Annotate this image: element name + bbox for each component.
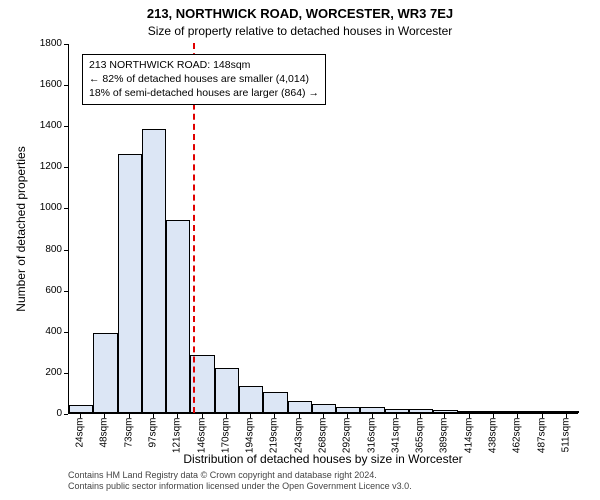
annotation-line: 213 NORTHWICK ROAD: 148sqm bbox=[89, 58, 319, 72]
footer-attribution: Contains HM Land Registry data © Crown c… bbox=[68, 470, 578, 493]
histogram-bar bbox=[288, 401, 312, 413]
y-tick-mark bbox=[64, 332, 68, 333]
annotation-line: ← 82% of detached houses are smaller (4,… bbox=[89, 72, 319, 86]
y-tick-mark bbox=[64, 373, 68, 374]
y-tick-label: 400 bbox=[26, 326, 62, 337]
histogram-bar bbox=[360, 407, 384, 413]
y-tick-mark bbox=[64, 85, 68, 86]
histogram-bar bbox=[312, 404, 336, 413]
histogram-bar bbox=[239, 386, 263, 413]
histogram-bar bbox=[482, 411, 506, 413]
histogram-bar bbox=[118, 154, 142, 413]
y-tick-label: 1600 bbox=[26, 79, 62, 90]
y-tick-mark bbox=[64, 208, 68, 209]
y-tick-mark bbox=[64, 414, 68, 415]
chart-container: 213, NORTHWICK ROAD, WORCESTER, WR3 7EJ … bbox=[0, 0, 600, 500]
y-tick-label: 200 bbox=[26, 367, 62, 378]
y-tick-mark bbox=[64, 44, 68, 45]
histogram-bar bbox=[69, 405, 93, 413]
histogram-bar bbox=[336, 407, 360, 413]
y-tick-label: 1200 bbox=[26, 161, 62, 172]
histogram-bar bbox=[458, 411, 482, 413]
histogram-bar bbox=[142, 129, 166, 413]
footer-line-2: Contains public sector information licen… bbox=[68, 481, 578, 492]
histogram-bar bbox=[263, 392, 287, 413]
annotation-line: 18% of semi-detached houses are larger (… bbox=[89, 86, 319, 100]
y-tick-label: 1800 bbox=[26, 38, 62, 49]
x-axis-label: Distribution of detached houses by size … bbox=[68, 452, 578, 466]
histogram-bar bbox=[506, 411, 530, 413]
histogram-bar bbox=[166, 220, 190, 413]
y-tick-mark bbox=[64, 291, 68, 292]
y-tick-mark bbox=[64, 126, 68, 127]
y-tick-mark bbox=[64, 250, 68, 251]
chart-title: 213, NORTHWICK ROAD, WORCESTER, WR3 7EJ bbox=[0, 6, 600, 21]
y-tick-label: 1400 bbox=[26, 120, 62, 131]
annotation-box: 213 NORTHWICK ROAD: 148sqm← 82% of detac… bbox=[82, 54, 326, 105]
histogram-bar bbox=[385, 409, 409, 413]
histogram-bar bbox=[93, 333, 117, 413]
y-tick-label: 600 bbox=[26, 285, 62, 296]
y-tick-label: 1000 bbox=[26, 202, 62, 213]
y-tick-label: 0 bbox=[26, 408, 62, 419]
histogram-bar bbox=[215, 368, 239, 413]
chart-subtitle: Size of property relative to detached ho… bbox=[0, 24, 600, 38]
y-tick-mark bbox=[64, 167, 68, 168]
histogram-bar bbox=[409, 409, 433, 413]
y-tick-label: 800 bbox=[26, 244, 62, 255]
footer-line-1: Contains HM Land Registry data © Crown c… bbox=[68, 470, 578, 481]
histogram-bar bbox=[530, 411, 554, 413]
histogram-bar bbox=[433, 410, 457, 413]
histogram-bar bbox=[555, 411, 579, 413]
y-axis-label: Number of detached properties bbox=[14, 44, 28, 414]
